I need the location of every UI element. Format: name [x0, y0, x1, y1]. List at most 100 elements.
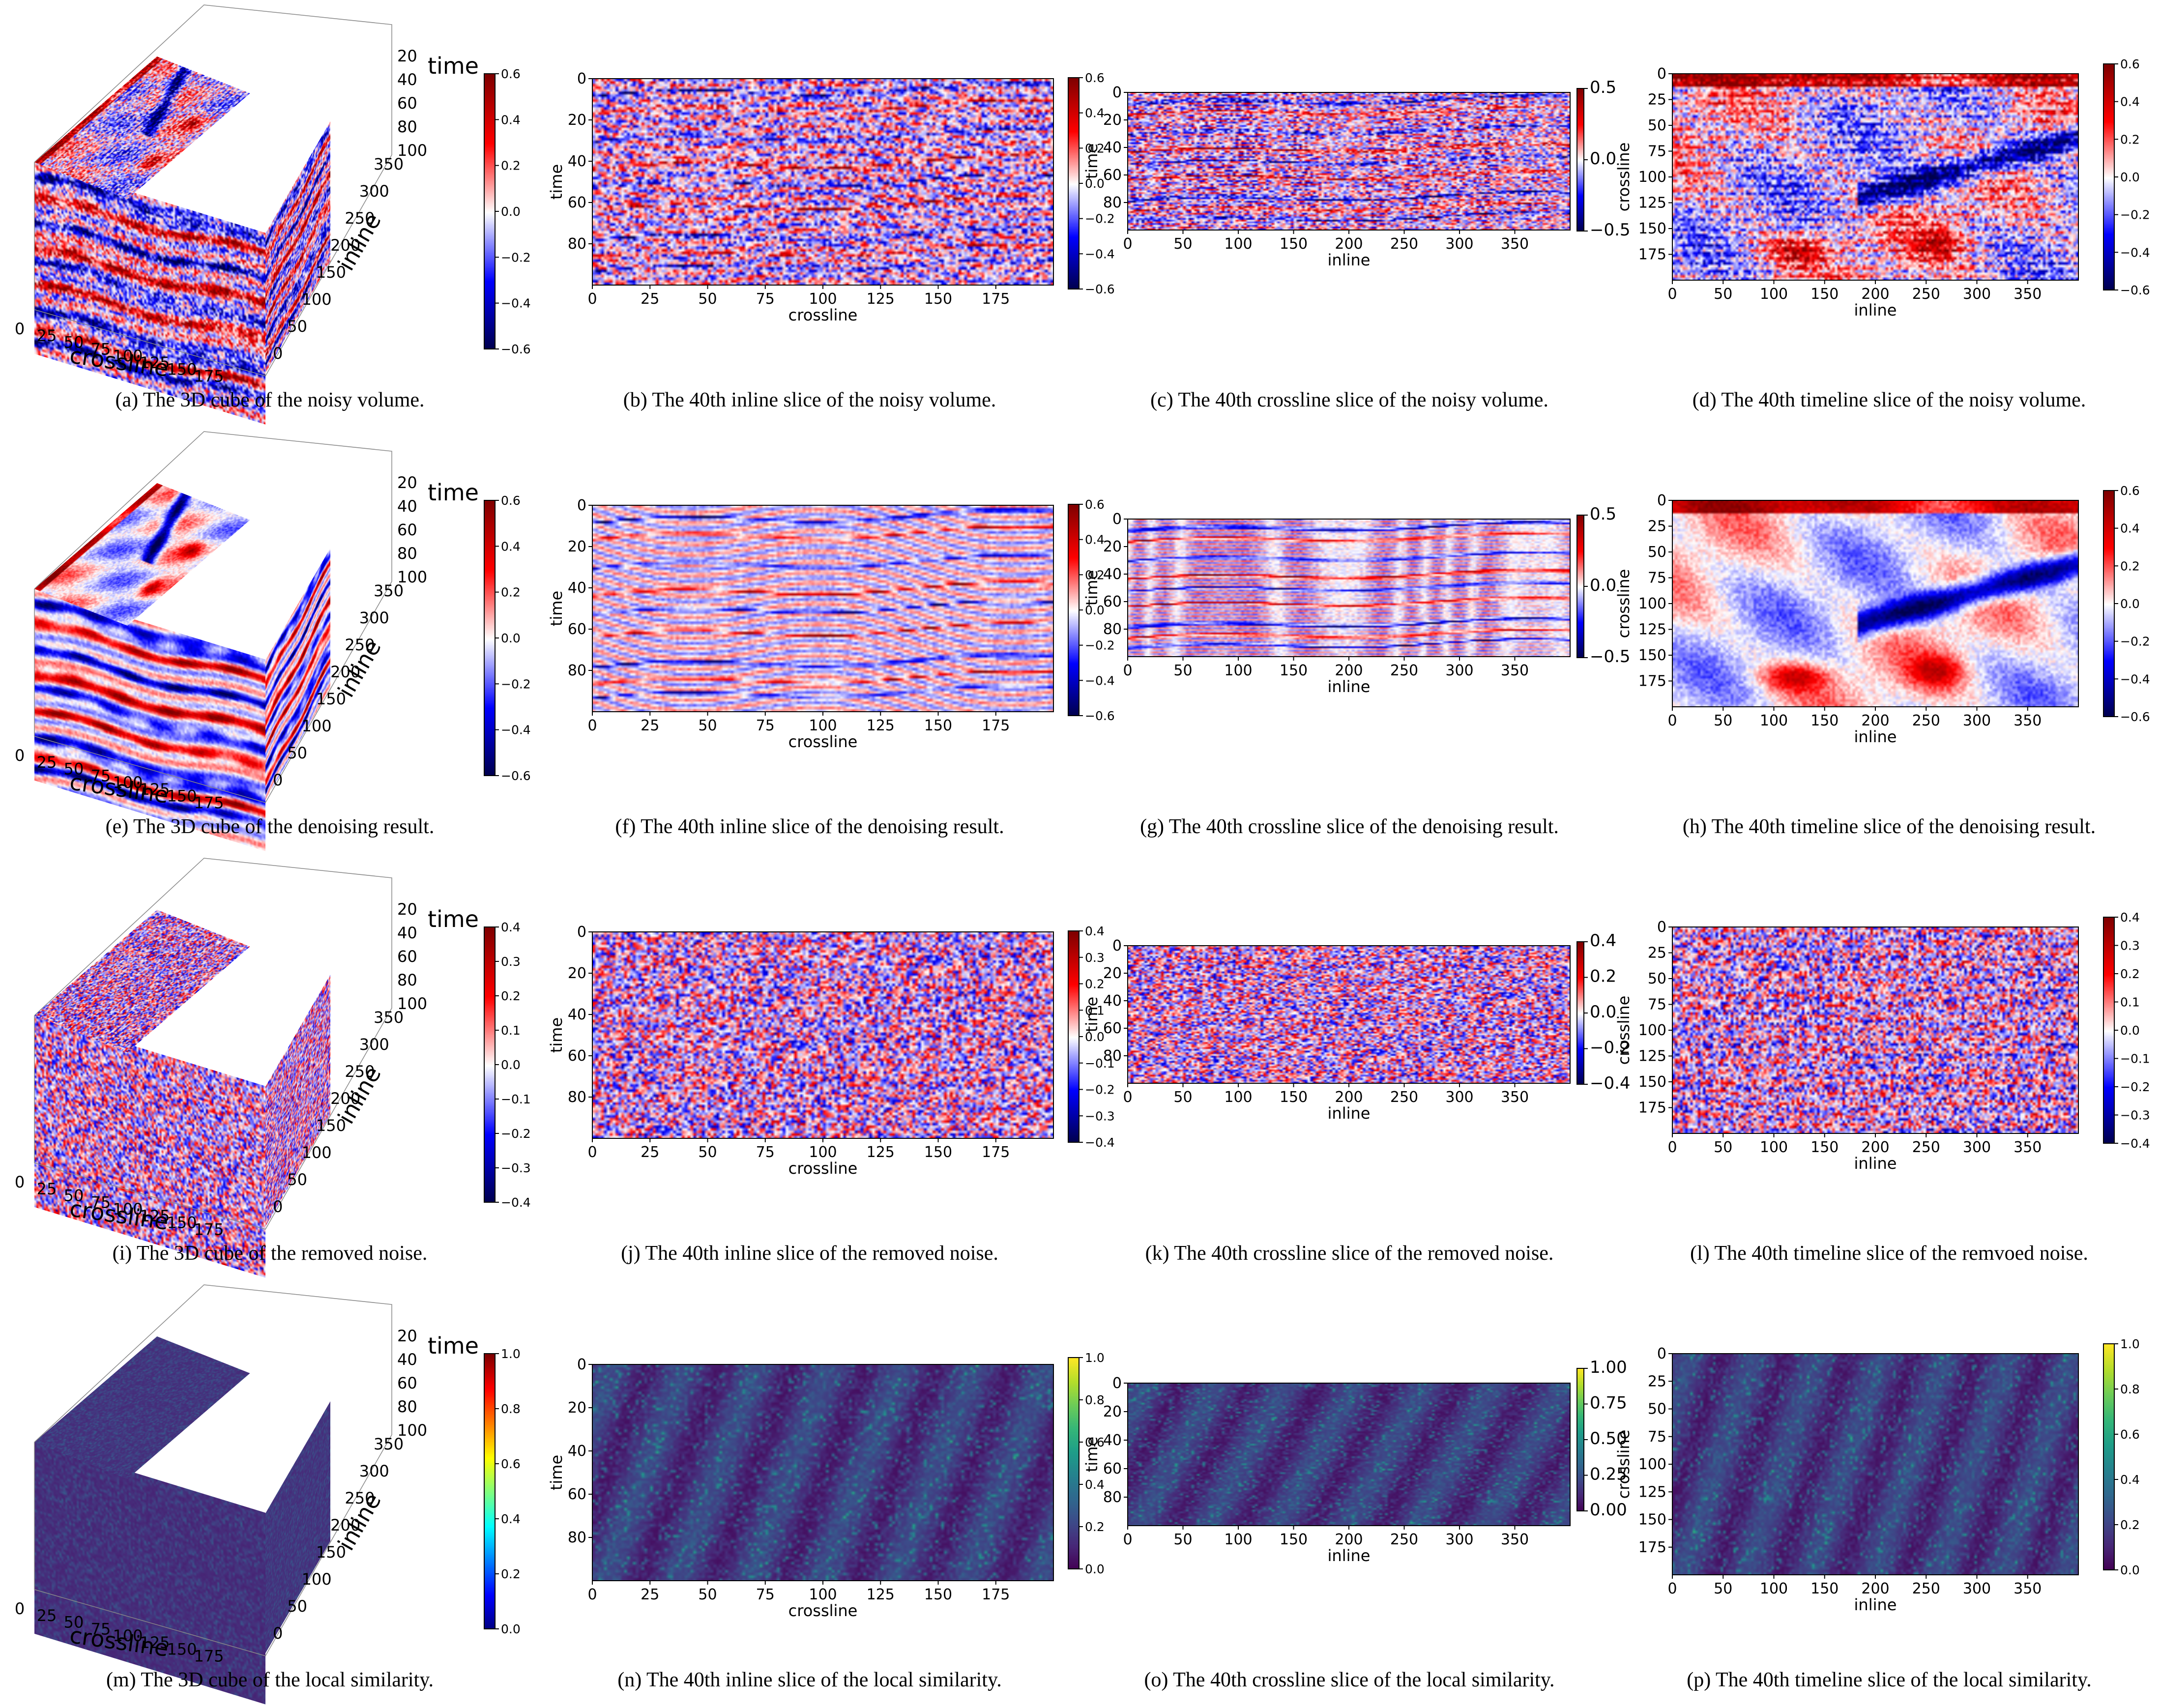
- x-tick-label: 175: [194, 1647, 224, 1665]
- y-tick-label: 0: [577, 924, 586, 941]
- y-tick-label: 175: [1638, 673, 1666, 690]
- timeline-slice-panel: 0 50 100 150 200 250 300 350 inline 0 25 50 75 100 125…: [1614, 1295, 2159, 1668]
- y-tick-label: 150: [1638, 1511, 1666, 1529]
- caption: (e) The 3D cube of the denoising result.: [105, 815, 435, 838]
- x-tick-label: 150: [1810, 712, 1839, 729]
- y-tick-label: 80: [568, 235, 586, 253]
- x-tick-label: 75: [91, 340, 111, 358]
- y-tick-label: 40: [568, 1443, 586, 1460]
- plot-frame: [592, 931, 1054, 1139]
- x-tick-label: 175: [982, 290, 1010, 308]
- x-tick-label: 200: [1861, 286, 1889, 303]
- x-tick-label: 0: [1667, 1580, 1677, 1597]
- y-tick-label: 75: [1648, 570, 1666, 587]
- x-tick-label: 100: [113, 1200, 143, 1218]
- y-tick-label: 80: [568, 1089, 586, 1106]
- z-tick-label: 100: [397, 568, 427, 586]
- x-tick-label: 25: [37, 753, 57, 772]
- x-axis-label: inline: [1854, 301, 1897, 319]
- y-tick-label: 40: [1103, 139, 1122, 156]
- y-axis-label: time: [1082, 144, 1101, 179]
- z-tick-label: 40: [397, 924, 417, 942]
- colorbar-tick-label: −0.5: [1590, 647, 1631, 666]
- colorbar-gradient: [1068, 504, 1079, 716]
- plot-frame: [1127, 945, 1571, 1084]
- z-axis-label: time: [428, 906, 479, 932]
- colorbar-tick-label: 0.4: [1085, 924, 1105, 938]
- colorbar-tick-label: −0.4: [2120, 1136, 2150, 1151]
- colorbar-tick-label: 0.6: [2120, 484, 2140, 498]
- x-tick-label: 200: [1335, 1089, 1363, 1106]
- colorbar-frame: [1068, 77, 1080, 289]
- caption: (a) The 3D cube of the noisy volume.: [115, 389, 425, 411]
- x-tick-label: 150: [1280, 1089, 1308, 1106]
- plot-frame: [592, 78, 1054, 286]
- x-tick-label: 150: [1810, 1139, 1839, 1156]
- x-tick-label: 0: [15, 1599, 25, 1618]
- x-tick-label: 300: [1445, 235, 1473, 253]
- y-tick-label: 25: [1648, 518, 1666, 535]
- y-tick-label: 100: [302, 1143, 332, 1162]
- caption: (g) The 40th crossline slice of the deno…: [1140, 815, 1559, 838]
- x-tick-label: 150: [1810, 1580, 1839, 1597]
- y-tick-label: 0: [577, 497, 586, 514]
- colorbar-tick-label: 0.0: [1590, 576, 1616, 595]
- y-tick-label: 60: [568, 1486, 586, 1503]
- caption: (p) The 40th timeline slice of the local…: [1687, 1669, 2092, 1691]
- y-tick-label: 50: [287, 1597, 307, 1616]
- cube-edges: [34, 431, 392, 803]
- z-tick-label: 60: [397, 94, 417, 113]
- y-tick-label: 0: [273, 771, 283, 789]
- x-tick-label: 50: [1714, 712, 1732, 729]
- x-tick-label: 75: [756, 717, 775, 734]
- y-tick-label: 0: [1657, 492, 1666, 509]
- colorbar-tick-label: −0.2: [1085, 212, 1115, 226]
- x-tick-label: 250: [1912, 286, 1940, 303]
- y-tick-label: 0: [273, 1624, 283, 1643]
- colorbar-tick-label: 0.25: [1590, 1465, 1627, 1484]
- z-axis-label: time: [428, 1332, 479, 1359]
- caption: (b) The 40th inline slice of the noisy v…: [623, 389, 996, 411]
- x-axis-label: inline: [1854, 1595, 1897, 1614]
- y-tick-label: 0: [577, 70, 586, 87]
- y-tick-label: 100: [1638, 169, 1666, 186]
- z-tick-label: 100: [397, 994, 427, 1013]
- x-tick-label: 100: [1224, 1531, 1252, 1548]
- z-tick-label: 40: [397, 1350, 417, 1369]
- caption: (n) The 40th inline slice of the local s…: [617, 1669, 1002, 1691]
- y-tick-label: 150: [1638, 647, 1666, 664]
- colorbar-tick-label: 0.1: [1085, 1003, 1105, 1017]
- z-axis-label: time: [428, 479, 479, 506]
- x-tick-label: 200: [1335, 662, 1363, 679]
- x-tick-label: 100: [113, 1626, 143, 1645]
- slice-image: [1128, 946, 1570, 1083]
- colorbar-tick-label: −0.6: [2120, 710, 2150, 724]
- x-tick-label: 125: [140, 353, 170, 372]
- y-tick-label: 20: [568, 1399, 586, 1417]
- x-tick-label: 150: [1280, 662, 1308, 679]
- colorbar-frame: [1576, 1368, 1584, 1511]
- cube-edges: [34, 4, 392, 376]
- colorbar-frame: [2103, 1343, 2115, 1570]
- y-tick-label: 200: [330, 1089, 360, 1108]
- colorbar-tick-label: 0.2: [2120, 967, 2140, 981]
- x-tick-label: 350: [2014, 1580, 2042, 1597]
- x-tick-label: 25: [37, 326, 57, 345]
- x-tick-label: 50: [64, 760, 84, 779]
- x-tick-label: 125: [867, 1586, 895, 1603]
- x-tick-label: 100: [809, 1586, 837, 1603]
- y-tick-label: 60: [568, 194, 586, 211]
- colorbar-tick-label: −0.2: [1085, 638, 1115, 653]
- colorbar-tick-label: 0.2: [2120, 132, 2140, 146]
- colorbar-tick-label: −0.4: [2120, 245, 2150, 260]
- y-tick-label: 100: [302, 290, 332, 309]
- colorbar-gradient: [1068, 78, 1079, 289]
- x-tick-label: 50: [1714, 1580, 1732, 1597]
- y-tick-label: 0: [273, 344, 283, 363]
- y-axis-label: crossline: [1614, 143, 1633, 212]
- x-tick-label: 150: [167, 787, 197, 806]
- colorbar-frame: [1576, 88, 1584, 232]
- slice-image: [592, 505, 1053, 712]
- colorbar-tick-label: 0.0: [2120, 170, 2140, 184]
- colorbar-tick-label: −0.3: [501, 1161, 531, 1175]
